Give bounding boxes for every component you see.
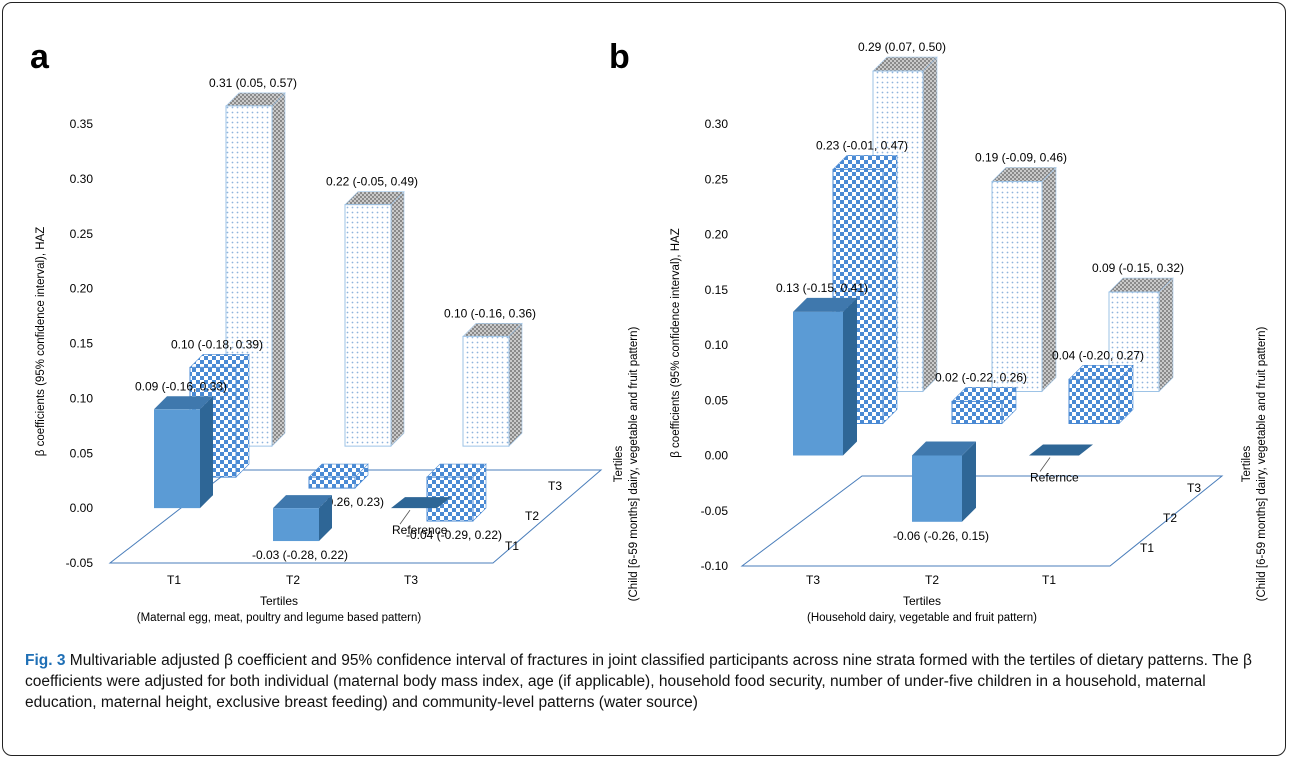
y-tick-label: 0.25: [70, 227, 94, 241]
bar-side-face: [922, 56, 938, 393]
y-tick-label: 0.15: [70, 337, 94, 351]
bar-reference-tile: [391, 497, 451, 509]
chart-panel-a: a 0.35 0.30 0.25 0.20 0.15 0.10 0.05 0.00 -0.05 β …: [30, 38, 640, 624]
y-tick-label: 0.05: [70, 446, 94, 460]
y-tick-label: 0.00: [70, 501, 94, 515]
depth-tick-label: T2: [1163, 511, 1177, 525]
depth-tick-label: T3: [1187, 481, 1201, 495]
reference-leader-line: [399, 509, 411, 525]
bar-data-label: Refernce: [1030, 471, 1079, 485]
bar-data-label: 0.23 (-0.01, 0.47): [816, 138, 908, 152]
bar-data-label: Reference: [392, 523, 448, 537]
y-axis-label: β coefficients (95% confidence interval)…: [670, 228, 682, 457]
bar-data-label: -0.06 (-0.26, 0.15): [893, 529, 989, 543]
figure-caption: Fig. 3 Multivariable adjusted β coeffici…: [25, 650, 1265, 713]
x-axis-subtitle: (Household dairy, vegetable and fruit pa…: [807, 612, 1037, 624]
bar-side-face: [962, 441, 976, 522]
x-tick-label: T3: [806, 573, 820, 587]
y-tick-label: 0.15: [705, 283, 729, 297]
x-axis-subtitle: (Maternal egg, meat, poultry and legume …: [137, 612, 422, 624]
bar-side-face: [200, 396, 213, 509]
bar-front-face: [273, 508, 319, 542]
y-tick-label: 0.10: [705, 338, 729, 352]
bar-top-face: [154, 396, 213, 410]
x-tick-label: T2: [925, 573, 939, 587]
x-tick-label: T1: [167, 573, 181, 587]
bar-data-label: 0.10 (-0.18, 0.39): [171, 337, 263, 351]
bar-side-face: [319, 495, 332, 541]
bar-side-face: [235, 353, 250, 478]
bar-data-label: 0.09 (-0.15, 0.32): [1092, 261, 1184, 275]
caption-text: Multivariable adjusted β coefficient and…: [25, 652, 1252, 711]
depth-tick-label: T1: [505, 539, 519, 553]
caption-label: Fig. 3: [25, 652, 66, 669]
bar-front-face: [912, 455, 962, 522]
bar-front-face: [793, 311, 843, 456]
depth-axis-subtitle: (Child [6-59 months] dairy, vegetable an…: [628, 327, 640, 602]
y-tick-label: 0.20: [705, 228, 729, 242]
y-tick-label: 0.35: [70, 117, 94, 131]
y-tick-label: 0.30: [705, 117, 729, 131]
bar-front-face: [1068, 378, 1120, 424]
x-axis-title: Tertiles: [260, 594, 298, 608]
y-tick-label: 0.20: [70, 282, 94, 296]
y-axis-label: β coefficients (95% confidence interval)…: [35, 227, 47, 456]
x-axis-title: Tertiles: [903, 594, 941, 608]
bar-front-face: [462, 335, 510, 447]
bar-data-label: 0.09 (-0.16, 0.33): [135, 379, 227, 393]
chart-panel-b: b 0.30 0.25 0.20 0.15 0.10 0.05 0.00 -0.05 -0.10 β…: [609, 38, 1268, 624]
bar-top-face: [912, 441, 976, 456]
bar-data-label: 0.31 (0.05, 0.57): [209, 76, 297, 90]
y-tick-label: 0.00: [705, 449, 729, 463]
bar-data-label: 0.22 (-0.05, 0.49): [326, 175, 418, 189]
bar-front-face: [308, 476, 356, 489]
depth-tick-label: T1: [1140, 541, 1154, 555]
depth-tick-label: T2: [525, 509, 539, 523]
bar-data-label: -0.04 (-0.29, 0.22): [406, 528, 502, 542]
bar-front-face: [951, 400, 1003, 424]
bar-top-face: [273, 495, 332, 509]
bar-side-face: [882, 154, 898, 425]
depth-axis-title: Tertiles: [613, 446, 625, 483]
bar-data-label: 0.29 (0.07, 0.50): [858, 40, 946, 54]
bar-front-face: [154, 409, 200, 509]
y-tick-label: -0.10: [701, 559, 729, 573]
y-tick-label: 0.30: [70, 172, 94, 186]
bar-data-label: 0.04 (-0.20, 0.27): [1052, 348, 1144, 362]
bar-data-label: -0.03 (-0.28, 0.22): [252, 548, 348, 562]
floor-plane: [740, 475, 1224, 567]
y-tick-label: 0.10: [70, 391, 94, 405]
bar-data-label: 0.02 (-0.22, 0.26): [935, 370, 1027, 384]
bar-side-face: [390, 190, 405, 447]
depth-axis-title: Tertiles: [1241, 446, 1253, 483]
figure-canvas: a 0.35 0.30 0.25 0.20 0.15 0.10 0.05 0.00 -0.05 β …: [30, 38, 1268, 624]
bar-side-face: [843, 297, 857, 456]
bar-reference-tile: [1029, 444, 1093, 456]
x-tick-label: T3: [404, 573, 418, 587]
bar-side-face: [271, 92, 286, 447]
bar-front-face: [344, 204, 392, 447]
bar-front-face: [991, 181, 1043, 392]
bar-data-label: 0.10 (-0.16, 0.36): [444, 306, 536, 320]
panel-label: b: [609, 38, 630, 76]
depth-axis-subtitle: (Child [6-59 months] dairy, vegetable an…: [1256, 327, 1268, 602]
panel-label: a: [30, 38, 50, 76]
y-tick-label: -0.05: [66, 556, 94, 570]
reference-leader-line: [1039, 457, 1051, 472]
y-tick-label: -0.05: [701, 504, 729, 518]
bar-data-label: 0.19 (-0.09, 0.46): [975, 151, 1067, 165]
bar-top-face: [793, 297, 857, 312]
x-tick-label: T1: [1042, 573, 1056, 587]
y-tick-label: 0.25: [705, 172, 729, 186]
depth-tick-label: T3: [548, 479, 562, 493]
bar-side-face: [1158, 277, 1174, 393]
y-tick-label: 0.05: [705, 393, 729, 407]
x-tick-label: T2: [286, 573, 300, 587]
bar-data-label: 0.13 (-0.15, 0.41): [776, 281, 868, 295]
bar-side-face: [508, 322, 523, 447]
